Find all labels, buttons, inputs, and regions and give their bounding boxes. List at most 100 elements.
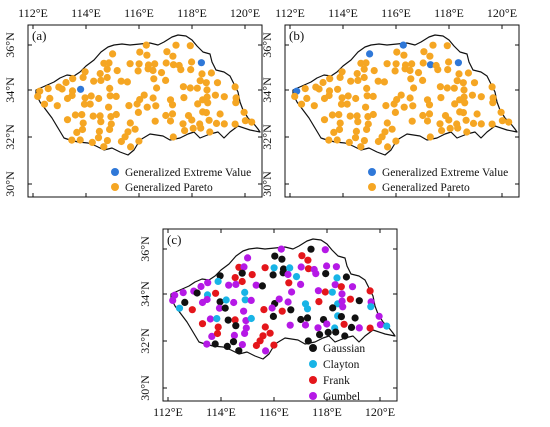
station-marker [324,328,332,336]
station-marker [337,283,345,291]
station-marker [304,337,312,345]
station-marker [336,119,344,127]
panel-b-y-tick: 36°N [260,32,274,58]
panel-b-y-axis: 36°N 34°N 32°N 30°N [260,32,519,197]
station-marker [203,86,211,94]
station-marker [71,111,79,119]
station-marker [107,120,115,128]
station-marker [168,110,177,118]
station-marker [333,136,341,144]
station-marker [392,137,400,145]
station-marker [213,315,221,323]
station-marker [268,304,276,312]
station-marker [186,42,194,50]
panel-c-stations [169,245,391,355]
station-marker [181,127,189,135]
station-marker [136,48,144,56]
station-marker [109,50,117,58]
station-marker [352,127,360,135]
station-marker [202,109,210,117]
station-marker [81,68,89,76]
station-marker [188,58,196,66]
station-marker [135,137,143,145]
station-marker [341,332,349,340]
station-marker [369,110,377,119]
station-marker [117,77,125,85]
station-marker [232,280,240,288]
station-marker [423,117,432,125]
station-marker [363,92,371,100]
station-marker [410,84,418,92]
station-marker [437,94,445,102]
station-marker [342,273,350,281]
panel-c-x-tick: 114°E [206,405,236,419]
station-marker [314,324,322,332]
station-marker [222,296,230,304]
station-marker [86,100,94,108]
panel-b-x-tick: 118°E [434,6,464,20]
station-marker [419,76,427,84]
station-marker [241,117,249,125]
station-marker [162,111,170,120]
station-marker [352,94,360,103]
station-marker [78,125,87,134]
panel-a-y-tick: 30°N [3,171,17,197]
station-marker [252,281,260,289]
panel-c-y-tick: 36°N [138,236,152,262]
station-marker [328,288,336,296]
legend-label-gp: Generalized Pareto [125,182,213,194]
legend-swatch [309,360,317,368]
station-marker [90,77,98,85]
station-marker [169,133,177,141]
station-marker [348,283,357,291]
panel-b-x-axis: 112°E 114°E 116°E 118°E 120°E [275,6,517,197]
legend-label-clayton: Clayton [323,359,360,371]
station-marker [126,119,134,127]
station-marker [202,79,210,87]
station-marker [339,303,347,311]
station-marker [301,85,309,93]
station-marker [303,94,311,102]
station-marker [346,112,354,120]
panel-a-y-tick: 36°N [3,32,17,58]
panel-b-x-tick: 112°E [275,6,305,20]
station-marker [382,102,390,110]
station-marker [326,75,334,83]
station-marker [351,314,359,322]
station-marker [338,290,346,298]
station-marker [354,76,362,84]
station-marker [231,316,239,324]
station-marker [76,136,84,144]
station-marker [369,92,377,100]
station-marker [126,60,134,68]
station-marker [332,328,340,336]
station-marker [464,69,472,77]
station-marker [79,73,87,81]
station-marker [383,60,391,68]
station-marker [134,67,142,75]
station-marker [477,93,485,101]
station-marker [366,50,374,58]
station-marker [498,117,506,125]
station-marker [121,133,129,141]
station-marker [212,119,221,127]
station-marker [463,128,471,136]
station-marker [80,100,89,108]
station-marker [374,77,382,85]
station-marker [323,262,331,270]
station-marker [203,295,211,304]
station-marker [406,94,414,102]
station-marker [286,321,294,329]
station-marker [331,281,339,289]
station-marker [454,59,462,67]
panel-c-y-axis: 36°N 34°N 32°N 30°N [138,236,397,401]
station-marker [77,85,85,93]
station-marker [96,112,104,120]
station-marker [288,288,296,296]
station-marker [248,271,256,279]
station-marker [152,102,160,110]
station-marker [497,108,505,116]
station-marker [240,108,248,116]
station-marker [211,340,219,348]
station-marker [355,297,363,305]
